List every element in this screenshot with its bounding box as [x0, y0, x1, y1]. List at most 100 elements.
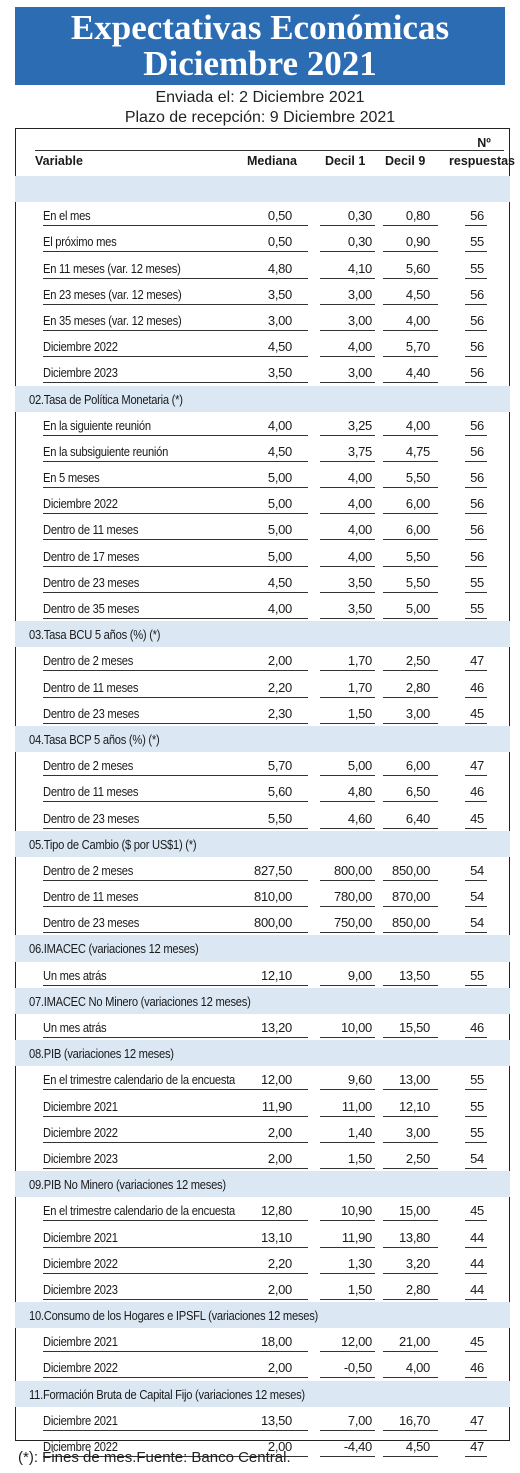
cell-mediana: 2,00 [267, 1439, 292, 1454]
cell-underline [43, 1220, 265, 1222]
cell-underline [465, 670, 487, 672]
cell-underline [320, 1037, 375, 1038]
cell-underline [43, 329, 265, 331]
cell-underline [383, 251, 438, 253]
cell-respuestas: 55 [470, 574, 484, 590]
cell-underline [320, 879, 375, 881]
cell-decil-9: 0,80 [405, 208, 430, 224]
cell-underline [465, 1167, 487, 1169]
cell-underline [43, 356, 265, 358]
cell-decil-9: 0,90 [405, 234, 430, 250]
cell-underline [43, 591, 265, 593]
cell-respuestas: 44 [470, 1255, 484, 1271]
cell-underline [320, 1089, 375, 1091]
cell-underline [43, 1351, 265, 1353]
cell-underline [320, 382, 375, 384]
cell-decil-9: 2,80 [405, 679, 430, 695]
cell-decil-9: 5,50 [405, 574, 430, 590]
cell-respuestas: 55 [470, 1098, 484, 1114]
cell-underline [465, 906, 487, 908]
cell-underline [265, 906, 308, 908]
cell-underline [43, 460, 265, 462]
table-row: En 5 meses 5,00 4,00 5,50 56 [15, 464, 510, 490]
cell-underline [320, 801, 375, 803]
cell-underline [265, 356, 308, 358]
cell-mediana: 3,00 [267, 312, 292, 328]
cell-decil-1: 3,50 [347, 574, 372, 590]
row-label: En el mes [43, 208, 91, 224]
row-label: En el trimestre calendario de la encuest… [43, 1203, 236, 1219]
table-row: Diciembre 2022 5,00 4,00 6,00 56 [15, 490, 510, 516]
cell-respuestas: 55 [470, 234, 484, 250]
row-label: Dentro de 23 meses [43, 574, 140, 590]
cell-mediana: 0,50 [267, 234, 292, 250]
cell-decil-9: 850,00 [392, 915, 430, 931]
cell-underline [465, 722, 487, 724]
row-label: Dentro de 11 meses [43, 889, 139, 905]
cell-underline [320, 1456, 375, 1457]
cell-underline [465, 1456, 487, 1457]
cell-underline [465, 1037, 487, 1038]
cell-underline [265, 1089, 308, 1091]
cell-decil-1: 1,50 [347, 1281, 372, 1297]
cell-underline [465, 1298, 487, 1300]
cell-underline [465, 1141, 487, 1143]
cell-decil-9: 13,00 [398, 1072, 430, 1088]
section-label: 02.Tasa de Política Monetaria (*) [29, 391, 183, 407]
cell-underline [465, 591, 487, 593]
cell-underline [43, 696, 265, 698]
cell-respuestas: 44 [470, 1281, 484, 1297]
row-label: Dentro de 23 meses [43, 810, 140, 826]
cell-underline [320, 460, 375, 462]
cell-underline [265, 827, 308, 829]
cell-mediana: 827,50 [254, 862, 292, 878]
cell-decil-1: 1,70 [347, 653, 372, 669]
cell-underline [383, 696, 438, 698]
cell-mediana: 18,00 [260, 1334, 292, 1350]
header-n-line2: respuestas [449, 154, 516, 168]
row-label: Dentro de 11 meses [43, 784, 139, 800]
cell-underline [43, 1089, 265, 1091]
cell-underline [320, 329, 375, 331]
cell-respuestas: 55 [470, 260, 484, 276]
cell-underline [265, 879, 308, 881]
row-label: En el trimestre calendario de la encuest… [43, 1072, 236, 1088]
cell-respuestas: 45 [470, 1334, 484, 1350]
cell-underline [383, 670, 438, 672]
row-label: Diciembre 2023 [43, 365, 118, 381]
cell-underline [465, 225, 487, 227]
cell-underline [383, 827, 438, 829]
cell-underline [43, 827, 265, 829]
cell-decil-9: 3,00 [405, 1124, 430, 1140]
cell-respuestas: 56 [470, 339, 484, 355]
cell-decil-1: 3,50 [347, 601, 372, 616]
cell-respuestas: 55 [470, 1072, 484, 1088]
cell-underline [43, 984, 265, 986]
cell-underline [43, 1272, 265, 1274]
row-label: Diciembre 2021 [43, 1098, 118, 1114]
table-row: Dentro de 2 meses 827,50 800,00 850,00 54 [15, 857, 510, 883]
table-row: En el trimestre calendario de la encuest… [15, 1066, 510, 1092]
cell-decil-1: 0,30 [347, 208, 372, 224]
cell-underline [465, 1220, 487, 1222]
table-row: Dentro de 17 meses 5,00 4,00 5,50 56 [15, 543, 510, 569]
table-row: Un mes atrás 12,10 9,00 13,50 55 [15, 962, 510, 988]
cell-decil-1: 10,90 [340, 1203, 372, 1219]
cell-underline [265, 1220, 308, 1222]
cell-underline [383, 1456, 438, 1457]
cell-underline [265, 1298, 308, 1300]
cell-underline [43, 801, 265, 803]
cell-decil-9: 6,50 [405, 784, 430, 800]
section-row: 02.Tasa de Política Monetaria (*) [15, 385, 510, 412]
cell-underline [383, 801, 438, 803]
cell-respuestas: 54 [470, 889, 484, 905]
cell-decil-9: 4,50 [405, 286, 430, 302]
table-row: En el mes 0,50 0,30 0,80 56 [15, 202, 510, 228]
cell-underline [265, 1272, 308, 1274]
cell-underline [383, 225, 438, 227]
cell-respuestas: 56 [470, 443, 484, 459]
table-row: Diciembre 2022 2,00 -4,40 4,50 47 [15, 1433, 510, 1459]
table-row: Dentro de 35 meses 4,00 3,50 5,00 55 [15, 595, 510, 621]
cell-underline [320, 1298, 375, 1300]
cell-underline [43, 618, 265, 619]
